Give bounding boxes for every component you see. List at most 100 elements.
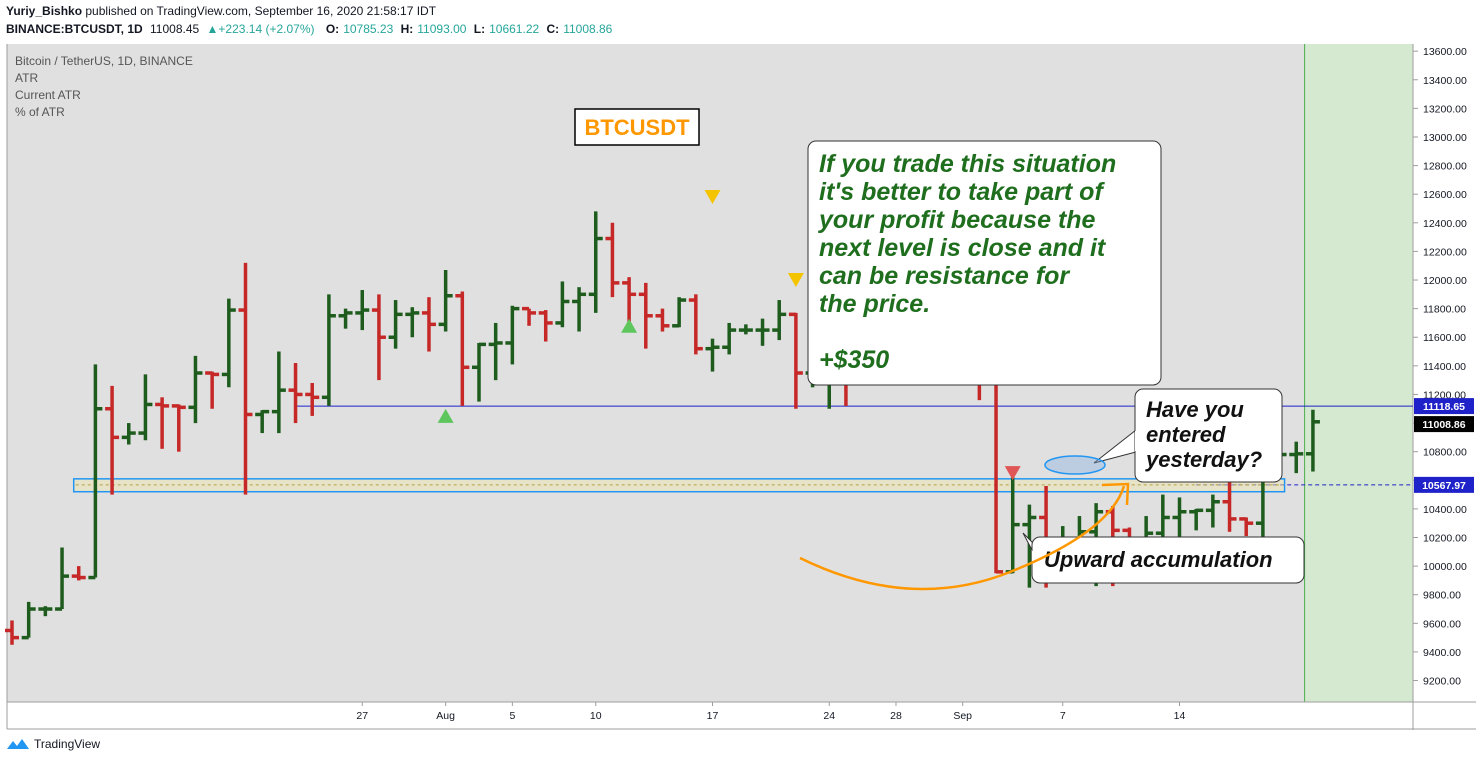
- ohlc-bar[interactable]: [638, 282, 653, 349]
- y-tick-label: 10200.00: [1423, 533, 1467, 545]
- triangle-up-icon: [621, 318, 638, 333]
- trade-note-line: can be resistance for: [819, 262, 1070, 290]
- ohlc-bar[interactable]: [772, 300, 787, 341]
- ohlc-bar[interactable]: [788, 312, 803, 409]
- symbol-title: BTCUSDT: [584, 115, 690, 140]
- ohlc-bar[interactable]: [1172, 497, 1187, 542]
- ohlc-bar[interactable]: [622, 277, 637, 323]
- ohlc-bar[interactable]: [1239, 517, 1254, 537]
- footer-brand[interactable]: TradingView: [34, 737, 101, 751]
- ohlc-bar[interactable]: [88, 364, 103, 580]
- ohlc-bar[interactable]: [221, 298, 236, 388]
- ohlc-bar[interactable]: [121, 423, 136, 445]
- author-name[interactable]: Yuriy_Bishko: [6, 4, 83, 18]
- y-tick-label: 12800.00: [1423, 161, 1467, 173]
- price-label: 11008.86: [1422, 419, 1465, 431]
- accumulation-label: Upward accumulation: [1044, 547, 1273, 572]
- ohlc-bar[interactable]: [21, 601, 36, 640]
- x-tick-label: 5: [509, 710, 515, 722]
- ohlc-bar[interactable]: [105, 385, 120, 495]
- support-zone[interactable]: [72, 478, 1286, 493]
- x-tick-label: Aug: [436, 710, 455, 722]
- ohlc-bar[interactable]: [371, 294, 386, 381]
- price-label: 10567.97: [1422, 480, 1466, 492]
- y-tick-label: 11800.00: [1423, 304, 1466, 316]
- ohlc-bar[interactable]: [405, 307, 420, 338]
- ohlc-bar[interactable]: [672, 297, 687, 328]
- price-change: ▲+223.14 (+2.07%): [206, 22, 315, 36]
- ohlc-bar[interactable]: [255, 409, 270, 434]
- accumulation-arc: [799, 485, 1126, 591]
- ohlc-bar[interactable]: [538, 310, 553, 342]
- ohlc-bar[interactable]: [738, 324, 753, 335]
- plot-area[interactable]: [7, 44, 1413, 702]
- ohlc-bar[interactable]: [271, 351, 286, 434]
- ohlc-bar[interactable]: [455, 291, 470, 406]
- future-zone: [1304, 44, 1413, 702]
- ohlc-bar[interactable]: [138, 374, 153, 441]
- price-change-value: +223.14 (+2.07%): [218, 22, 315, 36]
- ohlc-bar[interactable]: [705, 338, 720, 372]
- close-value: 11008.86: [563, 22, 613, 36]
- y-tick-label: 10800.00: [1423, 447, 1467, 459]
- x-tick-label: 7: [1060, 710, 1066, 722]
- question-line: yesterday?: [1145, 447, 1262, 472]
- question-line: Have you: [1146, 397, 1244, 422]
- ohlc-bar[interactable]: [722, 322, 737, 355]
- open-value: 10785.23: [343, 22, 394, 36]
- ohlc-bar[interactable]: [321, 294, 336, 406]
- ohlc-bar[interactable]: [55, 547, 70, 611]
- ohlc-bar[interactable]: [522, 306, 537, 326]
- ohlc-bar[interactable]: [338, 308, 353, 329]
- y-tick-label: 13400.00: [1423, 75, 1467, 87]
- ohlc-bar[interactable]: [388, 300, 403, 349]
- y-tick-label: 13600.00: [1423, 46, 1467, 58]
- x-tick-label: 28: [890, 710, 902, 722]
- ohlc-bar[interactable]: [421, 297, 436, 352]
- y-tick-label: 9400.00: [1423, 647, 1461, 659]
- high-value: 11093.00: [417, 22, 467, 36]
- trade-note-box: [807, 140, 1162, 386]
- ohlc-bar[interactable]: [472, 342, 487, 402]
- legend-title: Bitcoin / TetherUS, 1D, BINANCE: [15, 54, 193, 68]
- ohlc-bar[interactable]: [305, 383, 320, 416]
- ohlc-bar[interactable]: [555, 281, 570, 328]
- price-label-bg: [1414, 416, 1474, 433]
- ohlc-bar[interactable]: [655, 308, 670, 332]
- ohlc-bar[interactable]: [572, 287, 587, 332]
- ohlc-bar[interactable]: [1289, 441, 1304, 474]
- publish-text: published on TradingView.com, September …: [85, 4, 437, 18]
- close-label: C:: [546, 22, 560, 36]
- ohlc-bar[interactable]: [205, 371, 220, 409]
- ohlc-bar[interactable]: [238, 262, 253, 495]
- ohlc-bar[interactable]: [505, 305, 520, 365]
- ohlc-bar[interactable]: [438, 270, 453, 332]
- y-tick-label: 10400.00: [1423, 504, 1467, 516]
- x-tick-label: 14: [1174, 710, 1186, 722]
- entry-highlight: [1044, 455, 1106, 475]
- ohlc-bar[interactable]: [5, 620, 20, 645]
- ohlc-bar[interactable]: [1222, 480, 1237, 532]
- ohlc-bar[interactable]: [588, 211, 603, 313]
- ohlc-bar[interactable]: [1189, 508, 1204, 531]
- ohlc-bar[interactable]: [605, 222, 620, 298]
- ohlc-bar[interactable]: [1205, 494, 1220, 528]
- arrow-head-icon: [1101, 482, 1130, 506]
- ohlc-bar[interactable]: [355, 290, 370, 331]
- ohlc-bar[interactable]: [288, 362, 303, 424]
- ohlc-bar[interactable]: [1305, 409, 1320, 472]
- ohlc-bar[interactable]: [488, 322, 503, 381]
- y-tick-label: 10000.00: [1423, 561, 1467, 573]
- ohlc-bar[interactable]: [71, 566, 86, 581]
- ohlc-bar[interactable]: [171, 404, 186, 452]
- ohlc-bar[interactable]: [188, 355, 203, 424]
- legend-indicator: % of ATR: [15, 105, 65, 119]
- ohlc-bar[interactable]: [38, 606, 53, 617]
- ohlc-bar[interactable]: [155, 397, 170, 449]
- ohlc-bar[interactable]: [755, 318, 770, 346]
- x-tick-label: 24: [823, 710, 835, 722]
- price-label-bg: [1414, 398, 1474, 415]
- symbol-title-box: [574, 108, 700, 146]
- ohlc-bar[interactable]: [688, 294, 703, 355]
